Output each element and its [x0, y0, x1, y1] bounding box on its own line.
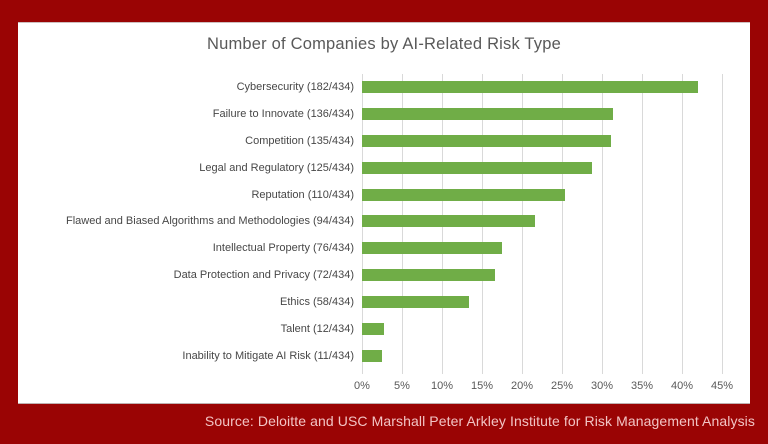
category-label: Cybersecurity (182/434)	[236, 81, 354, 94]
bar	[362, 269, 495, 282]
category-label: Flawed and Biased Algorithms and Methodo…	[65, 215, 354, 228]
x-tick-label: 40%	[670, 380, 694, 392]
gridline	[722, 74, 723, 374]
chart-card: Number of Companies by AI-Related Risk T…	[18, 22, 750, 404]
bar-row: Intellectual Property (76/434)	[18, 235, 750, 262]
gridline	[562, 74, 563, 374]
category-label: Reputation (110/434)	[251, 188, 354, 201]
category-label: Intellectual Property (76/434)	[212, 242, 354, 255]
x-axis: 0% 5% 10% 15% 20% 25% 30% 35% 40% 45%	[354, 380, 733, 396]
bar	[362, 108, 613, 121]
gridline	[602, 74, 603, 374]
x-tick-label: 10%	[430, 380, 454, 392]
category-label: Talent (12/434)	[280, 322, 354, 335]
bar-row: Flawed and Biased Algorithms and Methodo…	[18, 208, 750, 235]
bar-row: Inability to Mitigate AI Risk (11/434)	[18, 342, 750, 369]
x-tick-label: 30%	[590, 380, 614, 392]
x-tick-label: 45%	[710, 380, 734, 392]
category-label: Failure to Innovate (136/434)	[212, 108, 354, 121]
bar	[362, 295, 469, 308]
category-label: Inability to Mitigate AI Risk (11/434)	[182, 349, 354, 362]
bar	[362, 215, 536, 228]
bar-row: Failure to Innovate (136/434)	[18, 101, 750, 128]
x-tick-label: 15%	[470, 380, 494, 392]
bar-row: Data Protection and Privacy (72/434)	[18, 262, 750, 289]
category-label: Data Protection and Privacy (72/434)	[173, 269, 354, 282]
x-tick-label: 5%	[394, 380, 410, 392]
bar-row: Reputation (110/434)	[18, 181, 750, 208]
bar	[362, 188, 565, 201]
chart-title: Number of Companies by AI-Related Risk T…	[206, 35, 562, 53]
gridline	[682, 74, 683, 374]
category-label: Ethics (58/434)	[280, 295, 354, 308]
bar-row: Talent (12/434)	[18, 315, 750, 342]
category-label: Legal and Regulatory (125/434)	[199, 161, 354, 174]
bar	[362, 135, 611, 148]
category-label: Competition (135/434)	[245, 135, 354, 148]
bar	[362, 349, 383, 362]
bar-row: Competition (135/434)	[18, 128, 750, 155]
plot-area: Cybersecurity (182/434) Failure to Innova…	[18, 74, 750, 392]
x-tick-label: 0%	[354, 380, 370, 392]
x-tick-label: 35%	[630, 380, 654, 392]
gridline	[642, 74, 643, 374]
x-tick-label: 20%	[510, 380, 534, 392]
x-tick-label: 25%	[550, 380, 574, 392]
bar-row: Cybersecurity (182/434)	[18, 74, 750, 101]
bar	[362, 161, 593, 174]
source-text: Source: Deloitte and USC Marshall Peter …	[204, 412, 755, 429]
source-band: Source: Deloitte and USC Marshall Peter …	[0, 404, 768, 444]
bar-row: Ethics (58/434)	[18, 289, 750, 316]
bar-row: Legal and Regulatory (125/434)	[18, 154, 750, 181]
bar	[362, 242, 503, 255]
bar-rows: Cybersecurity (182/434) Failure to Innova…	[18, 74, 750, 369]
bar	[362, 81, 698, 94]
bar	[362, 322, 385, 335]
